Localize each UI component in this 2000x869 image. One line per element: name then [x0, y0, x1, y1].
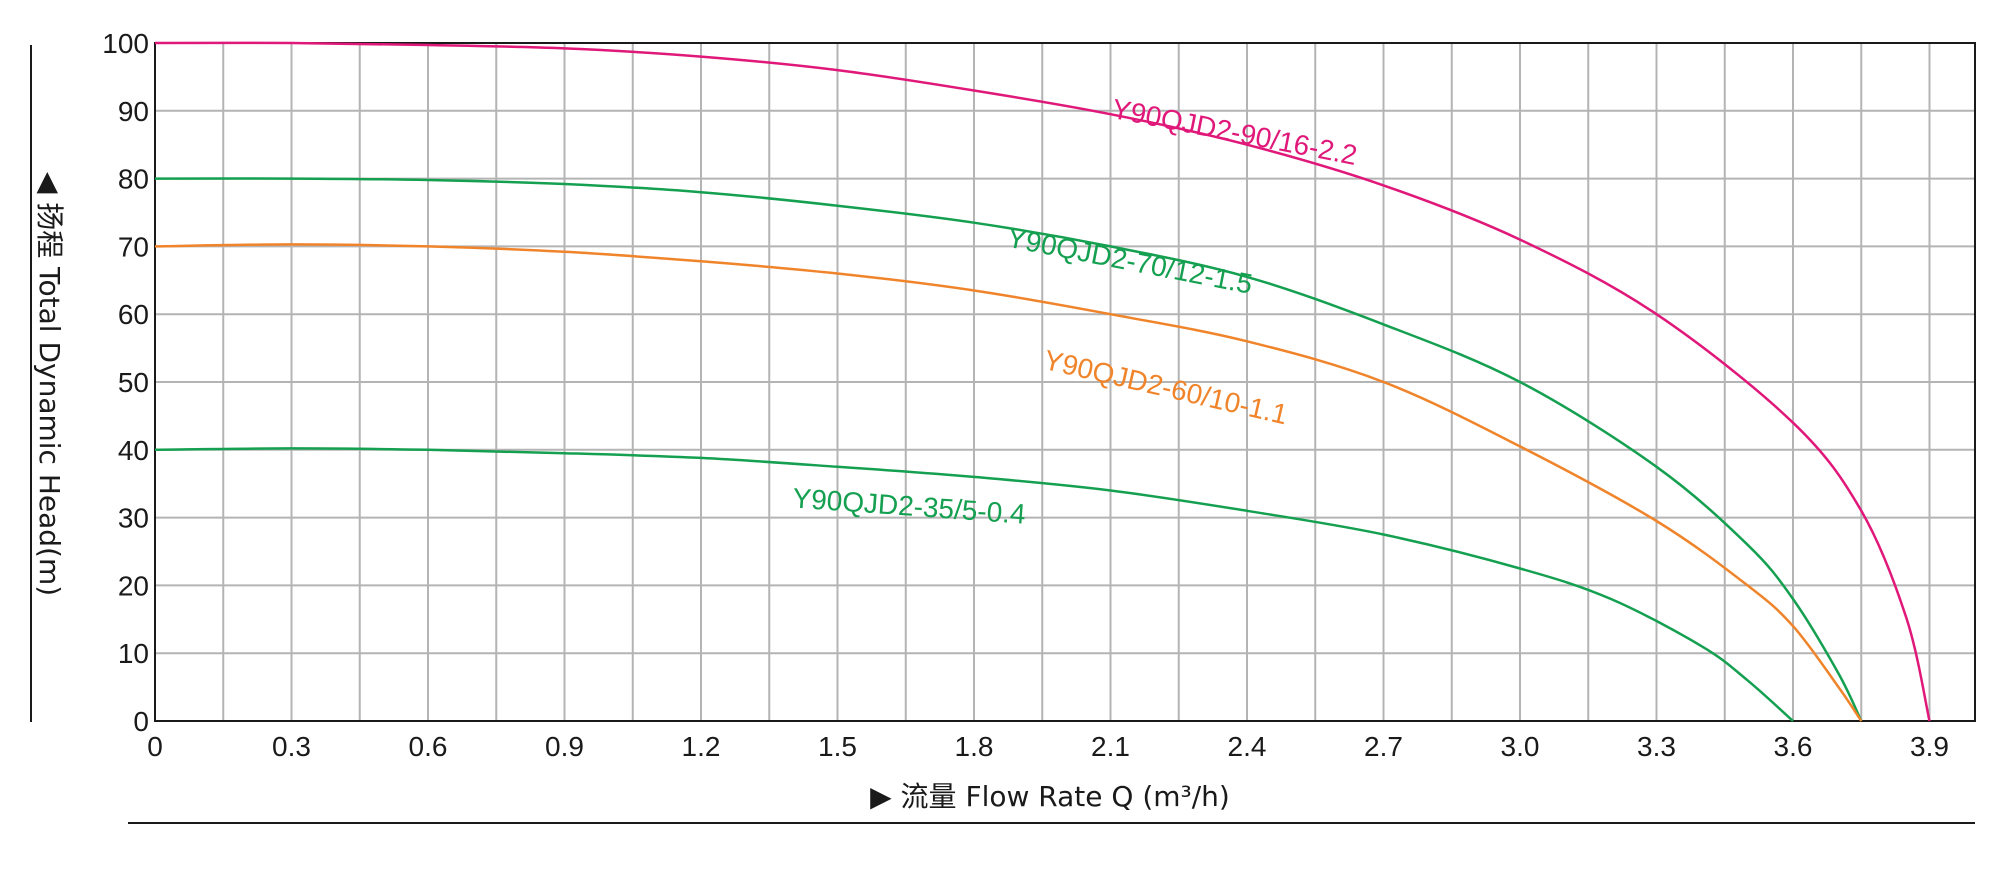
x-tick-label: 1.8: [955, 731, 994, 762]
x-tick-label: 2.4: [1228, 731, 1267, 762]
series-lines: [154, 41, 1931, 722]
y-tick-label: 10: [118, 638, 149, 669]
series-label: Y90QJD2-35/5-0.4: [792, 482, 1027, 529]
y-tick-label: 20: [118, 570, 149, 601]
x-tick-label: 3.6: [1774, 731, 1813, 762]
x-tick-label: 2.7: [1364, 731, 1403, 762]
y-tick-labels: 0 10 20 30 40 50 60 70 80 90 100: [102, 28, 149, 737]
x-tick-label: 3.3: [1637, 731, 1676, 762]
x-tick-label: 0.3: [272, 731, 311, 762]
y-axis-title: ◀ 扬程 Total Dynamic Head(m): [33, 172, 66, 596]
y-tick-label: 60: [118, 299, 149, 330]
x-axis-title: ▶ 流量 Flow Rate Q (m³/h): [870, 780, 1230, 813]
x-tick-label: 0.6: [409, 731, 448, 762]
y-tick-label: 0: [133, 706, 149, 737]
series-label: Y90QJD2-90/16-2.2: [1109, 93, 1359, 171]
series-line-y90qjd2-60-10-1-1: [154, 243, 1863, 722]
x-tick-label: 3.9: [1910, 731, 1949, 762]
y-tick-label: 30: [118, 503, 149, 534]
plot-area-frame: [154, 42, 1976, 722]
series-line-y90qjd2-90-16-2-2: [154, 41, 1931, 722]
y-tick-label: 100: [102, 28, 149, 59]
series-line-y90qjd2-35-5-0-4: [154, 447, 1794, 722]
x-tick-label: 3.0: [1501, 731, 1540, 762]
x-tick-label: 1.5: [818, 731, 857, 762]
x-tick-label: 0: [147, 731, 163, 762]
x-tick-label: 2.1: [1091, 731, 1130, 762]
x-tick-label: 1.2: [682, 731, 721, 762]
y-tick-label: 90: [118, 96, 149, 127]
y-tick-label: 50: [118, 367, 149, 398]
x-tick-labels: 0 0.3 0.6 0.9 1.2 1.5 1.8 2.1 2.4 2.7 3.0 3.3 3.6 3.9: [147, 731, 1949, 762]
series-annotations: Y90QJD2-90/16-2.2Y90QJD2-70/12-1.5Y90QJD…: [792, 93, 1360, 530]
y-tick-label: 40: [118, 435, 149, 466]
series-label: Y90QJD2-60/10-1.1: [1041, 344, 1291, 430]
series-line-y90qjd2-70-12-1-5: [154, 177, 1863, 722]
grid: [155, 43, 1975, 721]
y-tick-label: 80: [118, 164, 149, 195]
y-tick-label: 70: [118, 231, 149, 262]
x-tick-label: 0.9: [545, 731, 584, 762]
